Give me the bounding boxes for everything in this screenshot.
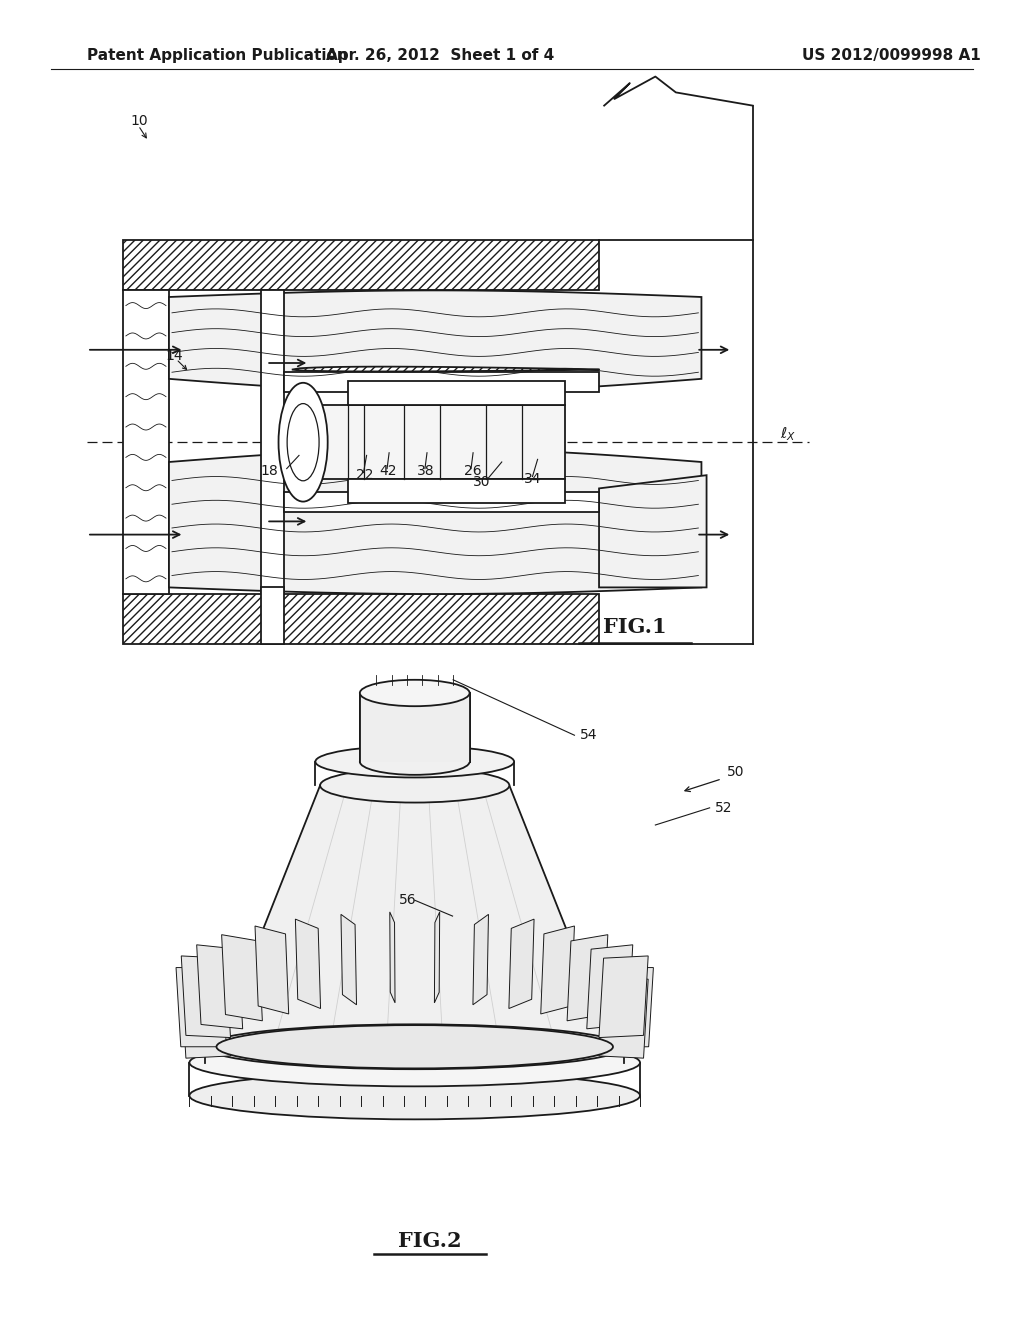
Ellipse shape [287,404,319,480]
Polygon shape [176,968,226,1047]
Polygon shape [295,919,321,1008]
Text: 42: 42 [379,465,396,478]
Polygon shape [541,927,574,1014]
Text: 50: 50 [727,766,744,779]
Polygon shape [169,290,701,392]
Text: 26: 26 [464,465,481,478]
Polygon shape [509,919,535,1008]
Text: 38: 38 [417,465,434,478]
Polygon shape [587,945,633,1028]
Bar [348,479,565,503]
Polygon shape [473,915,488,1005]
Polygon shape [221,935,262,1020]
Bar [261,290,284,594]
Text: 14: 14 [166,350,183,363]
Polygon shape [255,927,289,1014]
Ellipse shape [205,1024,625,1069]
Ellipse shape [216,1026,613,1068]
Bar [261,587,284,644]
Text: 22: 22 [356,469,374,482]
Polygon shape [599,977,648,1059]
Polygon shape [292,367,599,371]
Text: US 2012/0099998 A1: US 2012/0099998 A1 [802,48,980,63]
Polygon shape [599,475,707,587]
Ellipse shape [189,1039,640,1086]
Text: 52: 52 [715,801,732,814]
Ellipse shape [315,746,514,777]
Text: 18: 18 [261,465,279,478]
Bar [284,492,599,512]
Polygon shape [216,785,613,1047]
Bar [123,594,599,644]
Bar [292,405,565,479]
Ellipse shape [359,680,470,706]
Polygon shape [434,912,439,1003]
Ellipse shape [359,748,470,775]
Polygon shape [181,977,230,1059]
Polygon shape [603,968,653,1047]
Text: $\ell_X$: $\ell_X$ [780,425,797,444]
Polygon shape [390,912,395,1003]
Text: FIG.2: FIG.2 [398,1230,462,1251]
Polygon shape [599,956,648,1038]
Bar [123,290,169,594]
Polygon shape [181,956,230,1038]
Bar [348,381,565,405]
Text: 56: 56 [399,894,417,907]
Bar [359,693,470,762]
Polygon shape [567,935,608,1020]
Polygon shape [169,449,701,594]
Text: Patent Application Publication: Patent Application Publication [87,48,348,63]
Text: 34: 34 [524,473,542,486]
Bar [284,372,599,392]
Polygon shape [341,915,356,1005]
Text: Apr. 26, 2012  Sheet 1 of 4: Apr. 26, 2012 Sheet 1 of 4 [327,48,554,63]
Ellipse shape [189,1072,640,1119]
Ellipse shape [279,383,328,502]
Text: 10: 10 [130,115,147,128]
Polygon shape [197,945,243,1028]
Bar [123,240,599,290]
Text: FIG.1: FIG.1 [603,616,667,638]
Text: 30: 30 [473,475,490,488]
Ellipse shape [321,768,509,803]
Text: 54: 54 [580,729,597,742]
